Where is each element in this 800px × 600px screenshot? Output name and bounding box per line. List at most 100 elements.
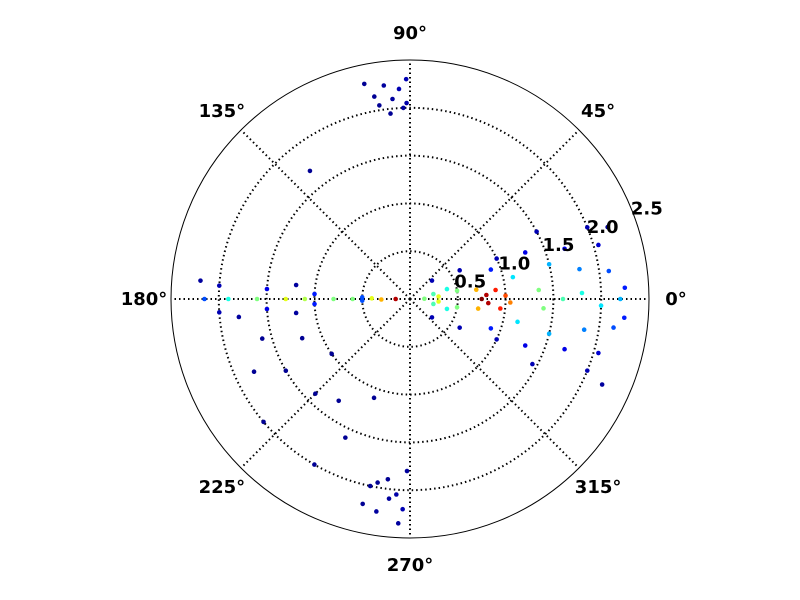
point [379, 297, 384, 302]
point [377, 103, 382, 108]
point [336, 398, 342, 404]
point [381, 83, 387, 88]
point [581, 327, 587, 333]
point [436, 299, 441, 304]
point [541, 306, 546, 311]
point [329, 351, 334, 357]
point [485, 300, 491, 306]
point [403, 76, 409, 82]
point [431, 291, 436, 297]
point [510, 274, 516, 280]
point [361, 81, 367, 87]
point [454, 305, 460, 310]
point [596, 350, 601, 356]
point [598, 303, 604, 308]
point [236, 314, 242, 320]
point [390, 96, 395, 102]
point [429, 315, 435, 320]
point [484, 292, 489, 298]
theta-tick-label: 90° [393, 23, 427, 44]
point [331, 296, 336, 302]
point [202, 296, 207, 302]
point [536, 287, 542, 293]
point [312, 291, 317, 297]
point [283, 368, 289, 374]
point [367, 483, 373, 489]
point [350, 296, 355, 302]
r-tick-label: 1.5 [543, 235, 575, 256]
point [494, 256, 499, 261]
theta-tick-label: 0° [665, 289, 687, 310]
point [534, 229, 539, 234]
point [546, 262, 552, 267]
point [618, 296, 623, 302]
point [436, 294, 441, 299]
point [622, 285, 628, 291]
point [198, 278, 203, 283]
point [579, 290, 585, 296]
point [444, 286, 450, 292]
grid-spoke [240, 298, 411, 469]
point [299, 335, 305, 341]
point [396, 86, 402, 92]
theta-tick-label: 180° [121, 289, 168, 310]
point [429, 278, 435, 283]
grid-ring [217, 106, 603, 492]
point [375, 480, 380, 485]
grid-spoke [240, 129, 411, 300]
point [307, 168, 313, 174]
point [360, 501, 365, 507]
point [343, 435, 348, 440]
point [488, 326, 494, 331]
point [530, 361, 535, 367]
point [473, 287, 479, 292]
point [493, 287, 498, 293]
point [584, 368, 590, 373]
point [522, 343, 528, 348]
point [216, 283, 222, 288]
point [216, 310, 222, 315]
grid-ring [265, 154, 555, 444]
point [371, 395, 377, 401]
point [264, 306, 270, 312]
point [562, 346, 567, 352]
point [293, 310, 299, 316]
point [401, 105, 406, 111]
theta-tick-label: 225° [199, 477, 246, 498]
point [503, 293, 508, 298]
plot-frame [170, 59, 650, 539]
grid-spoke [409, 298, 580, 469]
point [479, 296, 485, 302]
point [359, 298, 365, 303]
r-tick-label: 0.5 [454, 272, 486, 293]
point [261, 419, 266, 425]
point [312, 301, 317, 307]
point [369, 296, 375, 301]
theta-tick-label: 270° [387, 555, 434, 576]
r-tick-label: 1.0 [498, 253, 530, 274]
theta-tick-label: 135° [199, 101, 246, 122]
point [313, 391, 318, 396]
point [596, 242, 601, 248]
point [404, 468, 410, 474]
point [475, 306, 481, 311]
point [546, 331, 552, 336]
point [302, 296, 308, 302]
point [400, 506, 405, 512]
point [388, 111, 393, 116]
point [226, 296, 231, 302]
point [444, 306, 450, 312]
point [259, 336, 265, 341]
point [385, 476, 391, 482]
point [560, 296, 566, 302]
point [393, 296, 398, 302]
point [577, 266, 582, 272]
point [498, 306, 503, 311]
point [264, 286, 270, 292]
point [312, 462, 317, 467]
point [606, 268, 612, 274]
point [584, 225, 590, 230]
theta-tick-label: 315° [575, 477, 622, 498]
point [404, 100, 409, 106]
